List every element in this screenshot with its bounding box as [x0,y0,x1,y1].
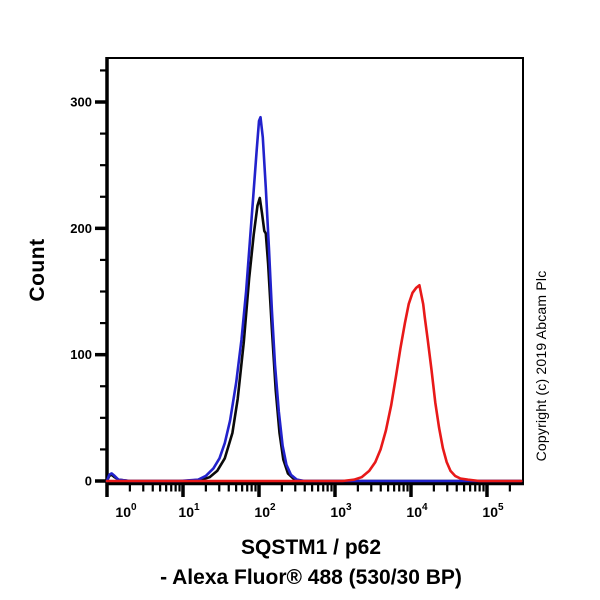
blue-curve [105,115,523,483]
axis-tick-labels: 0 100 200 300 100 101 102 103 104 105 [70,95,504,520]
x-axis-title-line-1: SQSTM1 / p62 [240,536,382,559]
plot-frame-left-bottom [105,57,524,486]
axis-ticks [95,69,511,497]
plot-frame [105,57,524,486]
y-axis-tick-label: 0 [85,474,92,489]
x-axis-tick-label: 102 [254,502,276,520]
y-axis-tick-label: 100 [70,347,92,362]
x-axis-tick-label: 105 [482,502,504,520]
y-axis-tick-label: 200 [70,221,92,236]
x-axis-tick-label: 100 [115,502,137,520]
y-axis-title: Count [26,238,49,302]
plot-frame-top-right [107,57,524,485]
x-axis-tick-label: 101 [178,502,200,520]
x-axis-title-line-2: - Alexa Fluor® 488 (530/30 BP) [160,566,462,589]
black-curve [105,196,523,483]
x-axis-tick-label: 103 [330,502,352,520]
x-axis-tick-label: 104 [406,502,428,520]
copyright-notice: Copyright (c) 2019 Abcam Plc [533,270,549,462]
histogram-curves [105,115,523,483]
y-axis-tick-label: 300 [70,95,92,110]
red-curve [105,283,523,483]
